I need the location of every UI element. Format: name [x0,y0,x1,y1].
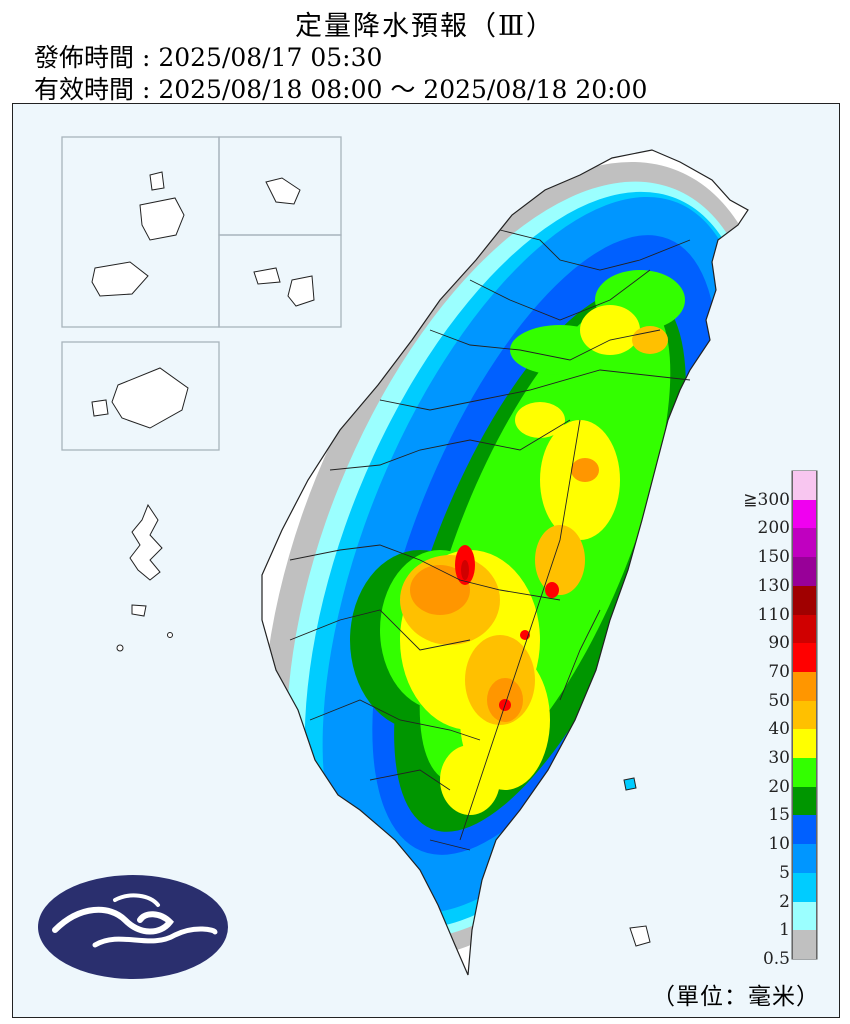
legend-swatch [792,758,817,788]
legend-swatch [792,643,817,673]
legend-label: 90 [768,633,790,654]
legend-label: 200 [757,518,790,539]
legend-label: 20 [768,776,790,797]
legend-label: 30 [768,748,790,768]
legend-label: 5 [779,862,790,883]
inset-islands [91,171,315,429]
legend-label: 40 [768,719,790,740]
legend-label: 0.5 [762,948,790,969]
legend-label: 110 [757,604,790,625]
legend-label: 10 [768,834,790,855]
county-boundaries [289,229,691,851]
legend-swatch [792,930,817,960]
legend-label: 150 [757,547,790,568]
legend-swatch [792,614,817,644]
valid-time: 有效時間 : 2025/08/18 08:00 ～ 2025/08/18 20:… [34,75,648,104]
legend-swatch [792,585,817,615]
legend-label: 2 [779,891,790,912]
legend-swatch [792,872,817,902]
legend-swatch [792,499,817,529]
legend-swatch [792,729,817,759]
penghu-islands [116,503,173,652]
legend-label: 1 [779,920,790,941]
legend-swatch [792,901,817,931]
legend-swatch [792,471,817,501]
legend-swatch [792,844,817,874]
legend-swatch [792,700,817,730]
inset-boxes [61,136,342,451]
issue-time: 發佈時間 : 2025/08/17 05:30 [34,43,383,72]
legend-label: 130 [757,575,790,596]
legend-swatch [792,815,817,845]
map-title: 定量降水預報（Ⅲ） [294,11,556,42]
legend-swatch [792,786,817,816]
legend-label: 50 [768,690,790,711]
legend-label: 70 [768,661,790,682]
legend-label: ≧300 [743,489,790,510]
lanyu-islands [623,777,651,947]
unit-label: （單位：毫米） [652,984,820,1010]
legend-swatch [792,671,817,702]
legend-swatch [792,557,817,587]
cwa-logo [38,875,228,979]
legend-label: 15 [768,805,790,826]
legend-swatch [792,528,817,558]
